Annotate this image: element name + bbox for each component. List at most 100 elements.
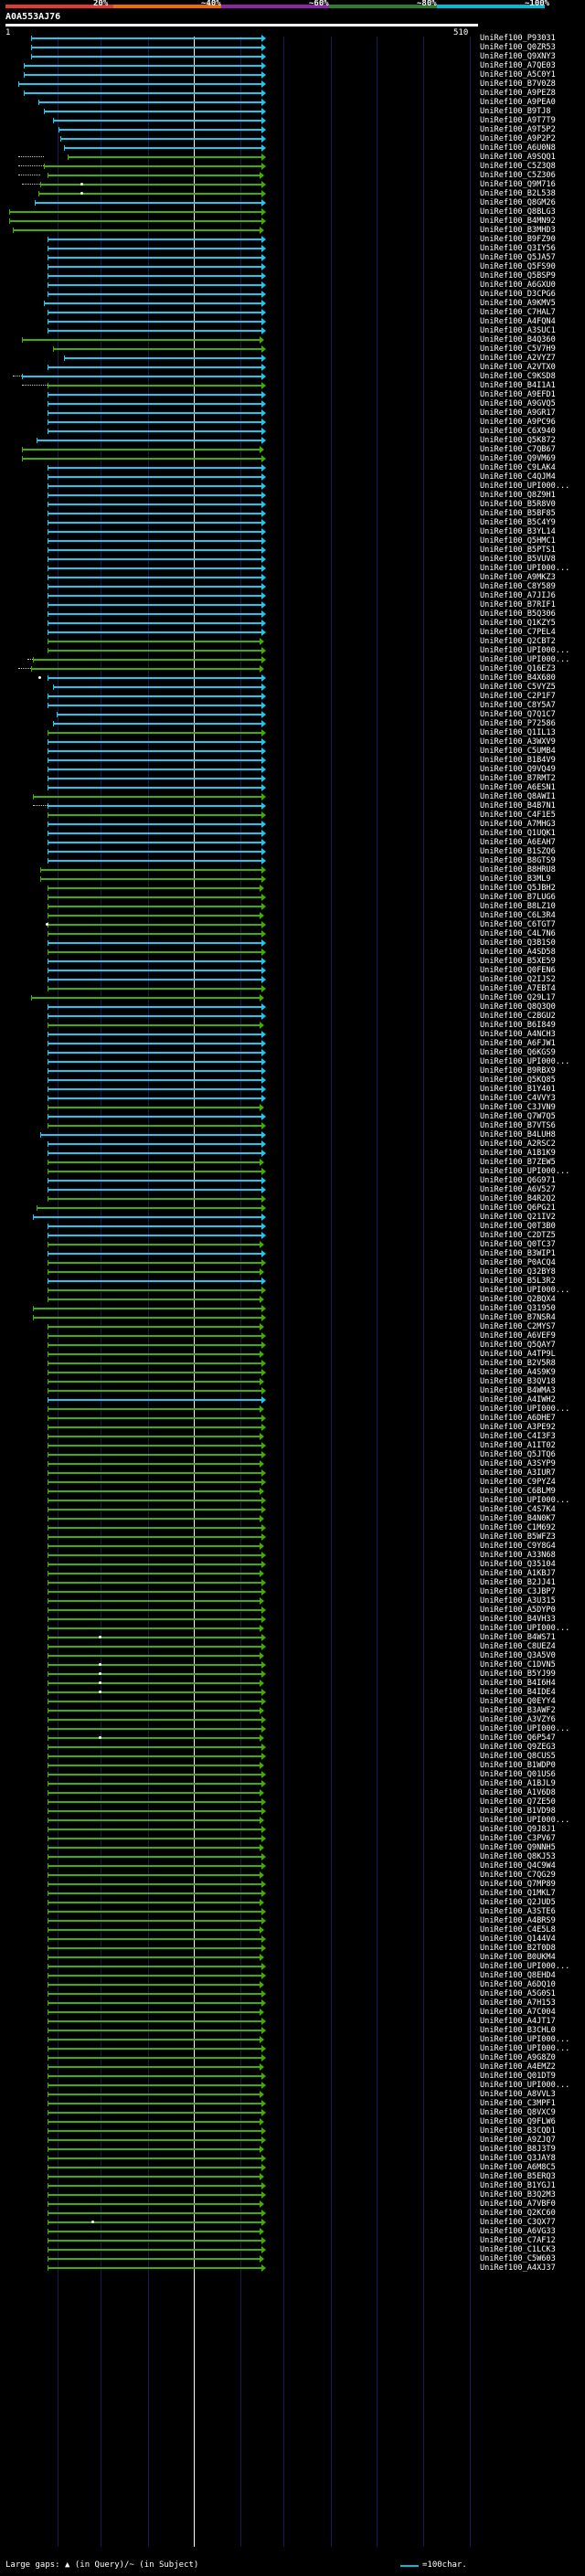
hit-link[interactable]: UniRef100_B4R2Q2 <box>480 1194 556 1203</box>
hit-link[interactable]: UniRef100_Q144V4 <box>480 1935 556 1944</box>
hit-link[interactable]: UniRef100_P93031 <box>480 34 556 43</box>
hit-link[interactable]: UniRef100_B9RBX9 <box>480 1066 556 1076</box>
alignment-bar[interactable] <box>22 376 261 377</box>
alignment-bar[interactable] <box>48 2249 261 2251</box>
hit-link[interactable]: UniRef100_B5PTS1 <box>480 546 556 555</box>
hit-link[interactable]: UniRef100_B4X680 <box>480 673 556 683</box>
hit-link[interactable]: UniRef100_B3CQD1 <box>480 2126 556 2136</box>
hit-link[interactable]: UniRef100_Q8AWI1 <box>480 792 556 801</box>
hit-link[interactable]: UniRef100_C5Z306 <box>480 171 556 180</box>
alignment-bar[interactable] <box>48 1774 261 1776</box>
alignment-bar[interactable] <box>48 2212 261 2214</box>
alignment-bar[interactable] <box>48 1070 261 1072</box>
hit-link[interactable]: UniRef100_B5XE59 <box>480 957 556 966</box>
alignment-bar[interactable] <box>48 586 261 588</box>
hit-link[interactable]: UniRef100_C6L3R4 <box>480 911 556 920</box>
hit-link[interactable]: UniRef100_A6DHE7 <box>480 1414 556 1423</box>
alignment-bar[interactable] <box>48 2203 260 2205</box>
hit-link[interactable]: UniRef100_UPI000... <box>480 1286 570 1295</box>
alignment-bar[interactable] <box>48 1034 261 1035</box>
alignment-bar[interactable] <box>48 2267 261 2269</box>
alignment-bar[interactable] <box>53 686 261 688</box>
alignment-bar[interactable] <box>48 622 261 624</box>
hit-link[interactable]: UniRef100_C5UMB4 <box>480 747 556 756</box>
alignment-bar[interactable] <box>44 111 261 112</box>
alignment-bar[interactable] <box>9 220 261 222</box>
hit-link[interactable]: UniRef100_B5R8V0 <box>480 500 556 509</box>
hit-link[interactable]: UniRef100_A4IWH2 <box>480 1395 556 1405</box>
alignment-bar[interactable] <box>48 2094 260 2095</box>
hit-link[interactable]: UniRef100_C9PYZ4 <box>480 1478 556 1487</box>
alignment-bar[interactable] <box>48 293 261 295</box>
hit-link[interactable]: UniRef100_C7AF12 <box>480 2236 556 2245</box>
alignment-bar[interactable] <box>48 476 261 478</box>
alignment-bar[interactable] <box>24 92 261 94</box>
hit-link[interactable]: UniRef100_B3AWF2 <box>480 1706 556 1715</box>
hit-link[interactable]: UniRef100_C8Y589 <box>480 582 556 591</box>
hit-link[interactable]: UniRef100_C4L7N6 <box>480 929 556 938</box>
hit-link[interactable]: UniRef100_A7VBF0 <box>480 2200 556 2209</box>
alignment-bar[interactable] <box>48 1436 260 1437</box>
alignment-bar[interactable] <box>48 1244 260 1246</box>
hit-link[interactable]: UniRef100_A3STE6 <box>480 1907 556 1916</box>
hit-link[interactable]: UniRef100_B3CHL0 <box>480 2026 556 2035</box>
hit-link[interactable]: UniRef100_Q0FEN6 <box>480 966 556 975</box>
hit-link[interactable]: UniRef100_B8J3T9 <box>480 2145 556 2154</box>
hit-link[interactable]: UniRef100_A3SUC1 <box>480 326 556 335</box>
alignment-bar[interactable] <box>48 266 261 268</box>
alignment-bar[interactable] <box>48 887 260 889</box>
alignment-bar[interactable] <box>40 184 261 186</box>
alignment-bar[interactable] <box>48 567 261 569</box>
hit-link[interactable]: UniRef100_B5VUV8 <box>480 555 556 564</box>
alignment-bar[interactable] <box>48 2194 261 2196</box>
hit-link[interactable]: UniRef100_UPI000... <box>480 1724 570 1733</box>
alignment-bar[interactable] <box>48 1143 261 1145</box>
alignment-bar[interactable] <box>48 924 261 926</box>
hit-link[interactable]: UniRef100_C8UEZ4 <box>480 1642 556 1651</box>
hit-link[interactable]: UniRef100_A8VVL3 <box>480 2090 556 2099</box>
hit-link[interactable]: UniRef100_B4IDE4 <box>480 1688 556 1697</box>
alignment-bar[interactable] <box>53 723 261 725</box>
hit-link[interactable]: UniRef100_UPI000... <box>480 655 570 664</box>
alignment-bar[interactable] <box>48 695 261 697</box>
hit-link[interactable]: UniRef100_Q1MKL7 <box>480 1889 556 1898</box>
alignment-bar[interactable] <box>48 1819 260 1821</box>
alignment-bar[interactable] <box>48 257 261 259</box>
alignment-bar[interactable] <box>48 1728 261 1730</box>
hit-link[interactable]: UniRef100_A4XJ37 <box>480 2263 556 2273</box>
alignment-bar[interactable] <box>48 522 261 524</box>
alignment-bar[interactable] <box>48 933 261 935</box>
hit-link[interactable]: UniRef100_A6ESN1 <box>480 783 556 792</box>
alignment-bar[interactable] <box>48 915 260 917</box>
alignment-bar[interactable] <box>38 193 261 195</box>
alignment-bar[interactable] <box>48 759 261 761</box>
hit-link[interactable]: UniRef100_A2VYZ7 <box>480 354 556 363</box>
hit-link[interactable]: UniRef100_B5L3R2 <box>480 1277 556 1286</box>
alignment-bar[interactable] <box>68 156 261 158</box>
alignment-bar[interactable] <box>48 1481 261 1483</box>
hit-link[interactable]: UniRef100_B3MHD3 <box>480 226 556 235</box>
alignment-bar[interactable] <box>48 467 261 469</box>
alignment-bar[interactable] <box>48 2084 261 2086</box>
alignment-bar[interactable] <box>48 1536 261 1538</box>
alignment-bar[interactable] <box>48 1152 261 1154</box>
hit-link[interactable]: UniRef100_A33N68 <box>480 1551 556 1560</box>
hit-link[interactable]: UniRef100_A2RSC2 <box>480 1140 556 1149</box>
alignment-bar[interactable] <box>48 1015 261 1017</box>
hit-link[interactable]: UniRef100_B4B7N1 <box>480 801 556 811</box>
alignment-bar[interactable] <box>48 421 261 423</box>
hit-link[interactable]: UniRef100_B5C4Y9 <box>480 518 556 527</box>
hit-link[interactable]: UniRef100_Q0EYY4 <box>480 1697 556 1706</box>
alignment-bar[interactable] <box>22 458 261 460</box>
hit-link[interactable]: UniRef100_Q8Z9H1 <box>480 491 556 500</box>
hit-link[interactable]: UniRef100_C7QB67 <box>480 445 556 454</box>
alignment-bar[interactable] <box>48 1993 261 1995</box>
alignment-bar[interactable] <box>48 412 261 414</box>
alignment-bar[interactable] <box>48 1061 261 1063</box>
alignment-bar[interactable] <box>48 2048 261 2050</box>
hit-link[interactable]: UniRef100_A7EBT4 <box>480 984 556 993</box>
hit-link[interactable]: UniRef100_A4TP9L <box>480 1350 556 1359</box>
hit-link[interactable]: UniRef100_A4EMZ2 <box>480 2062 556 2072</box>
alignment-bar[interactable] <box>48 1299 260 1300</box>
hit-link[interactable]: UniRef100_Q5K872 <box>480 436 556 445</box>
